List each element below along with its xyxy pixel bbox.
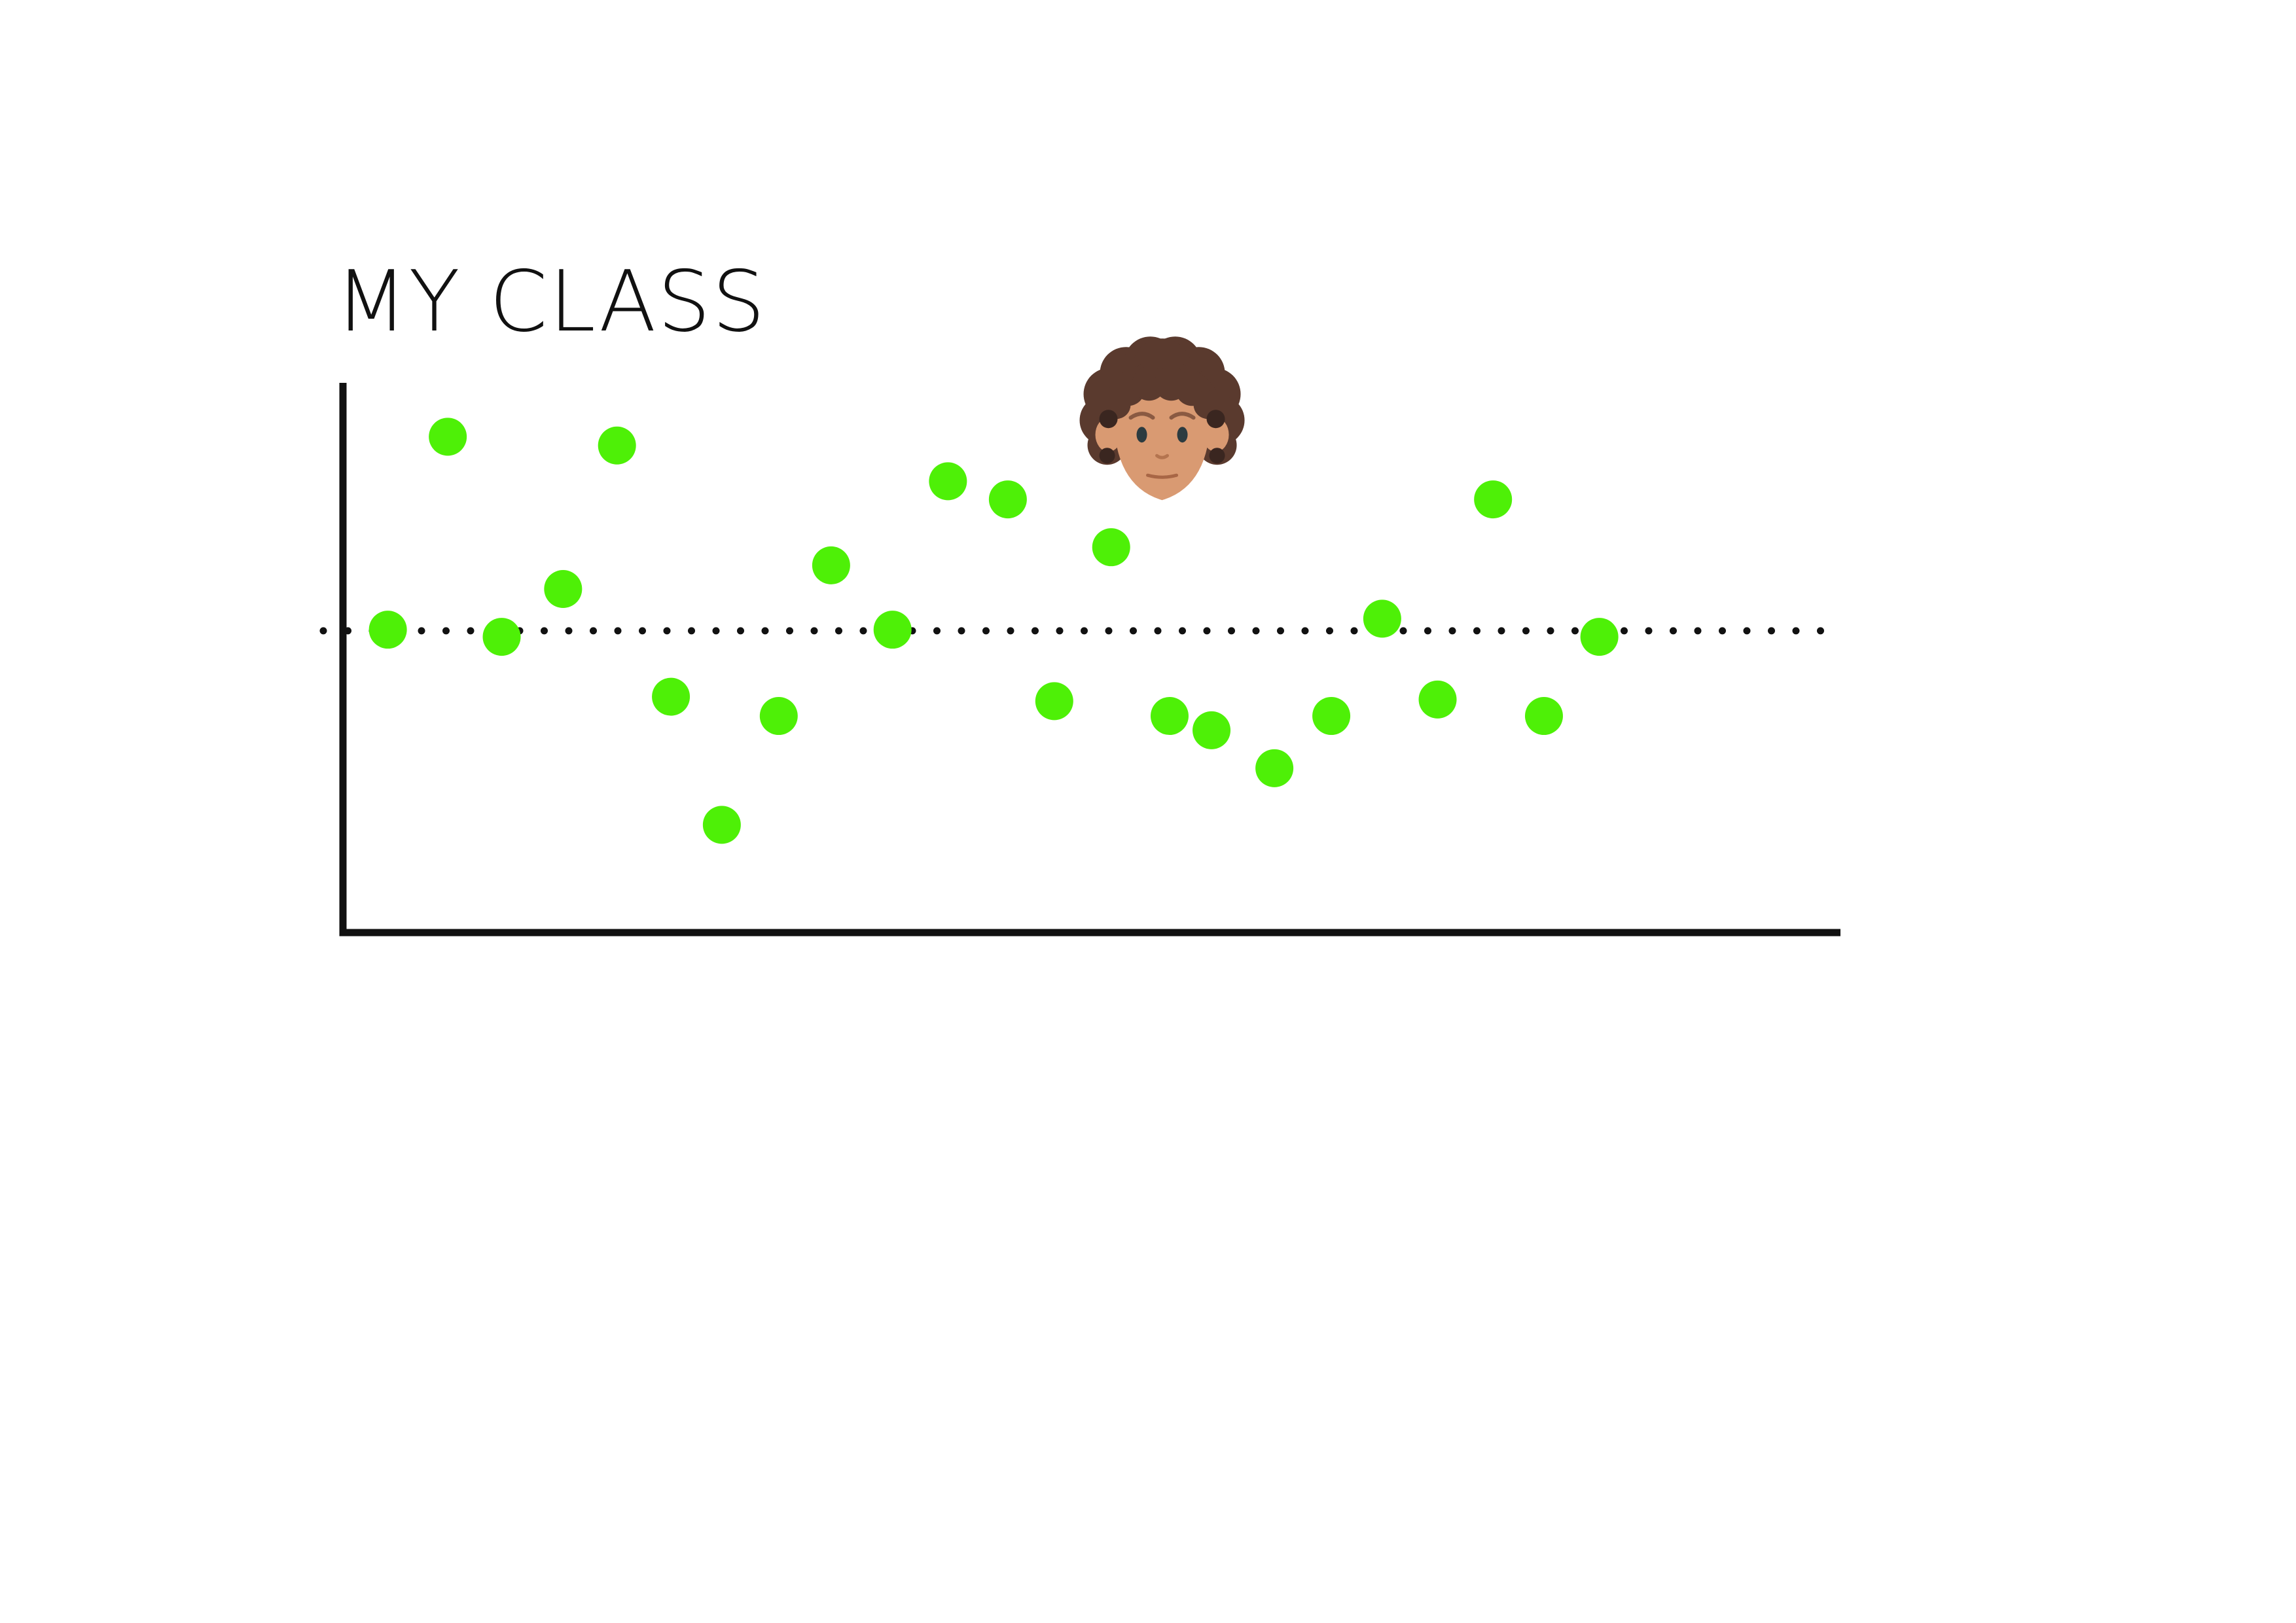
data-points-layer (368, 418, 1619, 844)
data-point (368, 611, 407, 649)
data-point (482, 618, 521, 656)
data-point (1363, 599, 1401, 638)
data-point (929, 462, 967, 501)
data-point (1580, 618, 1619, 656)
axes (339, 383, 1840, 936)
data-point (1193, 711, 1231, 749)
chart-title: MY CLASS (335, 253, 766, 351)
data-point (1474, 480, 1513, 519)
student-avatar-icon (1079, 336, 1245, 501)
data-point (652, 677, 691, 716)
data-point (598, 426, 636, 465)
data-point (759, 697, 798, 736)
highlight-layer (1079, 336, 1245, 501)
data-point (1035, 682, 1073, 721)
data-point (873, 611, 912, 649)
data-point (544, 570, 583, 608)
data-point (812, 546, 850, 584)
data-point (1255, 749, 1294, 787)
data-point (988, 480, 1027, 519)
data-point (1312, 697, 1351, 736)
data-point (1524, 697, 1563, 736)
data-point (1418, 680, 1457, 719)
data-point (1092, 528, 1130, 567)
data-point (702, 806, 741, 844)
data-point (1150, 697, 1189, 736)
data-point (429, 418, 467, 456)
